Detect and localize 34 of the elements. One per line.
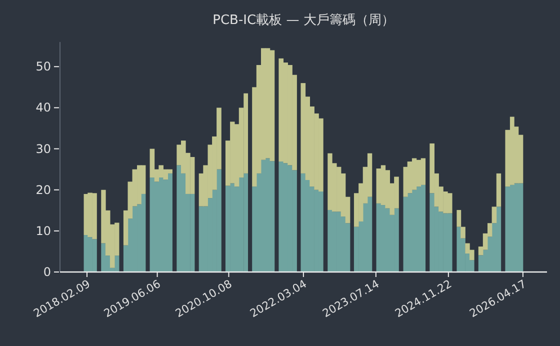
bar <box>238 178 244 272</box>
y-tick-label: 30 <box>36 142 51 156</box>
bar <box>492 206 497 224</box>
bar <box>376 168 382 204</box>
bar <box>505 186 510 272</box>
bar <box>518 183 524 272</box>
y-tick-label: 50 <box>36 60 51 74</box>
bar <box>150 178 155 272</box>
bar <box>332 212 337 272</box>
bar <box>278 58 284 162</box>
y-tick-label: 10 <box>36 224 51 238</box>
bar <box>394 208 399 272</box>
y-tick-label: 40 <box>36 100 51 115</box>
bar <box>140 194 146 272</box>
y-tick-label: 20 <box>36 182 51 197</box>
bar <box>300 173 306 272</box>
bar <box>430 193 434 272</box>
bar <box>328 210 332 272</box>
bar <box>447 213 452 272</box>
bar <box>176 165 182 272</box>
bar <box>150 148 155 178</box>
bar <box>456 226 462 272</box>
bar <box>225 186 230 272</box>
bar <box>270 161 275 272</box>
bar <box>270 50 275 162</box>
bar <box>496 206 502 272</box>
bar <box>496 173 502 207</box>
bar <box>278 162 284 272</box>
bar <box>367 196 372 272</box>
bar <box>101 243 106 272</box>
bar <box>447 193 452 214</box>
bar <box>376 203 382 272</box>
chart-title: PCB-IC載板 — 大戶籌碼（周） <box>212 13 394 28</box>
y-tick-label: 0 <box>43 265 51 279</box>
